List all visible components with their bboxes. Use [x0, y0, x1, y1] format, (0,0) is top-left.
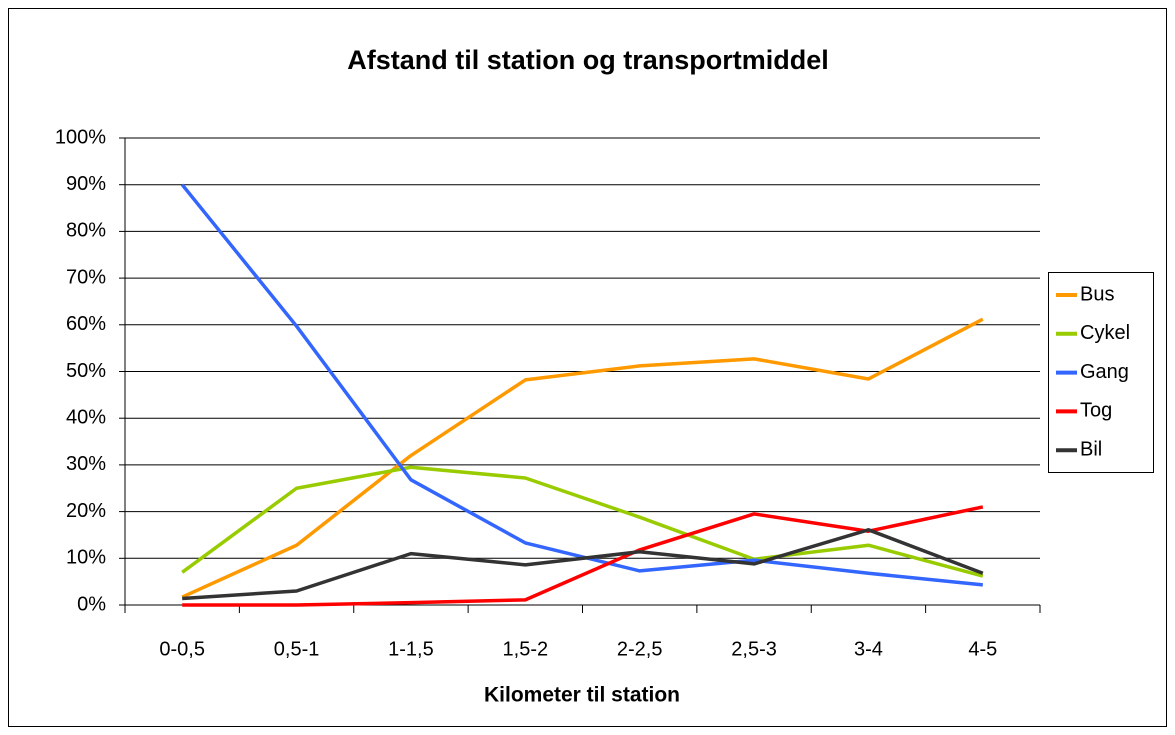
chart-frame — [8, 8, 1167, 727]
chart-title: Afstand til station og transportmiddel — [347, 45, 829, 75]
x-tick-label: 4-5 — [968, 638, 997, 660]
series-line — [182, 528, 984, 601]
y-tick-label: 80% — [66, 220, 106, 242]
x-tick-label: 1,5-2 — [503, 638, 549, 660]
legend-label: Cykel — [1080, 322, 1130, 344]
x-tick-label: 2,5-3 — [731, 638, 777, 660]
x-tick-label: 0-0,5 — [159, 638, 205, 660]
y-tick-label: 50% — [66, 360, 106, 382]
series-line — [181, 465, 984, 578]
legend-label: Bus — [1080, 283, 1114, 305]
y-tick-label: 20% — [66, 500, 106, 522]
y-tick-label: 0% — [77, 593, 106, 615]
y-tick-label: 10% — [66, 547, 106, 569]
x-tick-label: 0,5-1 — [274, 638, 320, 660]
legend-label: Tog — [1080, 400, 1112, 422]
y-tick-label: 40% — [66, 406, 106, 428]
y-tick-label: 100% — [55, 126, 106, 148]
x-tick-label: 3-4 — [854, 638, 883, 660]
x-tick-label: 1-1,5 — [388, 638, 434, 660]
x-tick-label: 2-2,5 — [617, 638, 663, 660]
y-tick-label: 70% — [66, 266, 106, 288]
legend-label: Gang — [1080, 361, 1129, 383]
legend-label: Bil — [1080, 438, 1102, 460]
y-tick-label: 60% — [66, 313, 106, 335]
x-axis-title: Kilometer til station — [484, 684, 680, 707]
series-line — [182, 505, 984, 607]
y-tick-label: 90% — [66, 173, 106, 195]
y-tick-label: 30% — [66, 453, 106, 475]
series-line — [181, 317, 984, 599]
